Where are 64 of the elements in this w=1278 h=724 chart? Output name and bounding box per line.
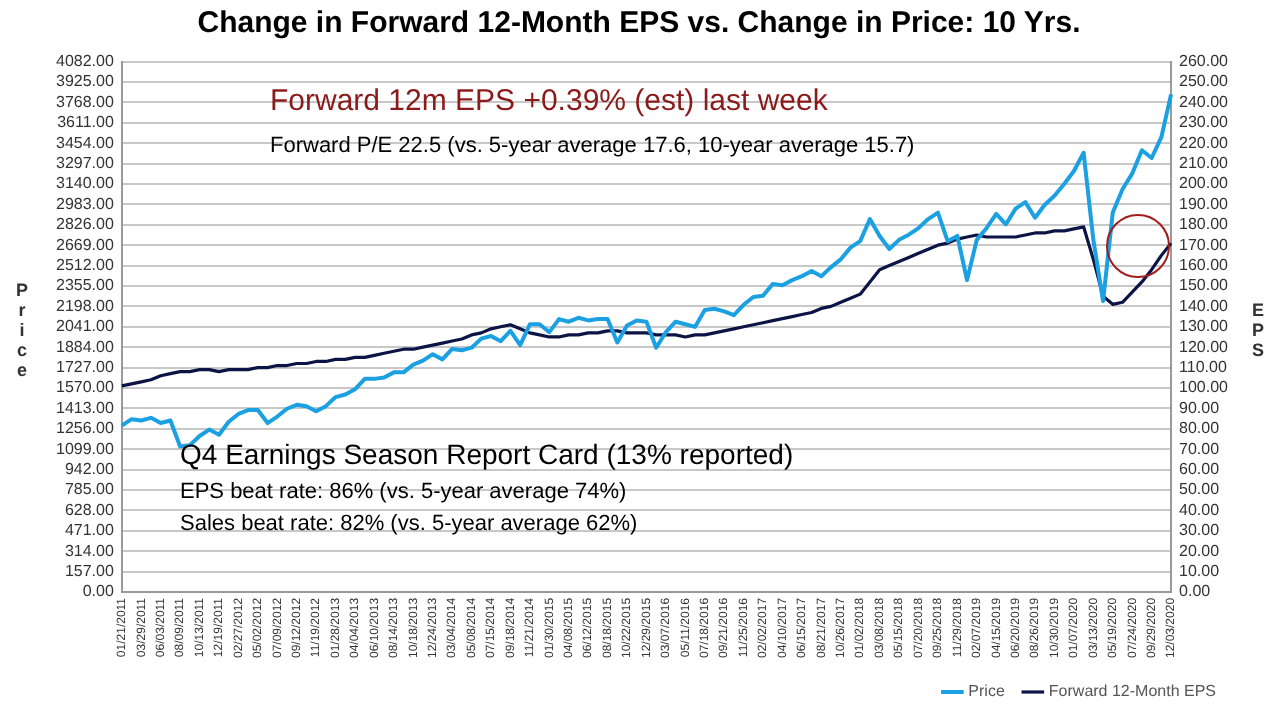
y2-tick-label: 160.00 bbox=[1179, 255, 1230, 274]
y-tick-label: 314.00 bbox=[64, 541, 115, 560]
y2-tick-label: 100.00 bbox=[1179, 378, 1230, 397]
y-tick-label: 4082.00 bbox=[55, 52, 115, 71]
y2-tick-label: 190.00 bbox=[1179, 194, 1230, 213]
y-tick-label: 2983.00 bbox=[55, 194, 115, 213]
y-tick-label: 3611.00 bbox=[57, 113, 115, 132]
y2-tick-label: 230.00 bbox=[1179, 113, 1230, 132]
y2-tick-label: 0.00 bbox=[1179, 582, 1212, 601]
annotation: Q4 Earnings Season Report Card (13% reported) bbox=[180, 438, 794, 470]
y2-tick-label: 60.00 bbox=[1179, 459, 1221, 478]
y-tick-label: 0.00 bbox=[82, 582, 115, 601]
y-tick-label: 2669.00 bbox=[55, 235, 115, 254]
y2-tick-label: 150.00 bbox=[1179, 276, 1230, 295]
y-tick-label: 942.00 bbox=[64, 459, 115, 478]
y2-tick-label: 20.00 bbox=[1179, 541, 1221, 560]
y2-tick-label: 10.00 bbox=[1179, 561, 1221, 580]
y2-tick-label: 220.00 bbox=[1179, 133, 1230, 152]
legend-label: Price bbox=[968, 682, 1006, 701]
annotation: Sales beat rate: 82% (vs. 5-year average 62%) bbox=[180, 512, 638, 536]
y-tick-label: 1099.00 bbox=[55, 439, 115, 458]
y-tick-label: 3297.00 bbox=[55, 153, 115, 172]
y2-axis-title: EPS bbox=[1248, 300, 1268, 360]
annotation: Forward 12m EPS +0.39% (est) last week bbox=[270, 84, 828, 118]
y2-tick-label: 70.00 bbox=[1179, 439, 1221, 458]
y-tick-label: 785.00 bbox=[64, 480, 115, 499]
y2-tick-label: 210.00 bbox=[1179, 153, 1230, 172]
chart-title: Change in Forward 12-Month EPS vs. Change in Price: 10 Yrs. bbox=[195, 6, 1083, 40]
y-tick-label: 628.00 bbox=[64, 500, 115, 519]
y2-tick-label: 90.00 bbox=[1179, 398, 1221, 417]
y2-tick-label: 110.00 bbox=[1179, 357, 1228, 376]
y-tick-label: 157.00 bbox=[64, 561, 115, 580]
y2-tick-label: 140.00 bbox=[1179, 296, 1230, 315]
y2-tick-label: 250.00 bbox=[1179, 72, 1230, 91]
y2-tick-label: 120.00 bbox=[1179, 337, 1230, 356]
annotation: Forward P/E 22.5 (vs. 5-year average 17.6, 10-year average 15.7) bbox=[270, 134, 915, 158]
y-tick-label: 2512.00 bbox=[55, 255, 115, 274]
y2-tick-label: 180.00 bbox=[1179, 215, 1230, 234]
y-axis-title: Price bbox=[12, 280, 32, 380]
y-tick-label: 3454.00 bbox=[55, 133, 115, 152]
y2-tick-label: 50.00 bbox=[1179, 480, 1221, 499]
y-tick-label: 3140.00 bbox=[55, 174, 115, 193]
y2-tick-label: 170.00 bbox=[1179, 235, 1230, 254]
y-tick-label: 471.00 bbox=[64, 521, 115, 540]
y2-tick-label: 240.00 bbox=[1179, 92, 1230, 111]
y2-tick-label: 40.00 bbox=[1179, 500, 1221, 519]
y-tick-label: 3768.00 bbox=[55, 92, 115, 111]
y2-tick-label: 200.00 bbox=[1179, 174, 1230, 193]
y-tick-label: 2198.00 bbox=[55, 296, 115, 315]
y-tick-label: 3925.00 bbox=[55, 72, 115, 91]
legend-label: Forward 12-Month EPS bbox=[1048, 682, 1217, 701]
y2-tick-label: 80.00 bbox=[1179, 419, 1221, 438]
y2-tick-label: 130.00 bbox=[1179, 317, 1230, 336]
y-tick-label: 2355.00 bbox=[55, 276, 115, 295]
y2-tick-label: 30.00 bbox=[1179, 521, 1221, 540]
annotation: EPS beat rate: 86% (vs. 5-year average 74%) bbox=[180, 480, 627, 504]
y-tick-label: 1413.00 bbox=[55, 398, 115, 417]
y-tick-label: 1570.00 bbox=[55, 378, 115, 397]
y-tick-label: 1727.00 bbox=[55, 357, 115, 376]
y-tick-label: 2826.00 bbox=[55, 215, 115, 234]
y2-tick-label: 260.00 bbox=[1179, 52, 1230, 71]
y-tick-label: 1256.00 bbox=[55, 419, 115, 438]
y-tick-label: 1884.00 bbox=[55, 337, 115, 356]
y-tick-label: 2041.00 bbox=[55, 317, 115, 336]
